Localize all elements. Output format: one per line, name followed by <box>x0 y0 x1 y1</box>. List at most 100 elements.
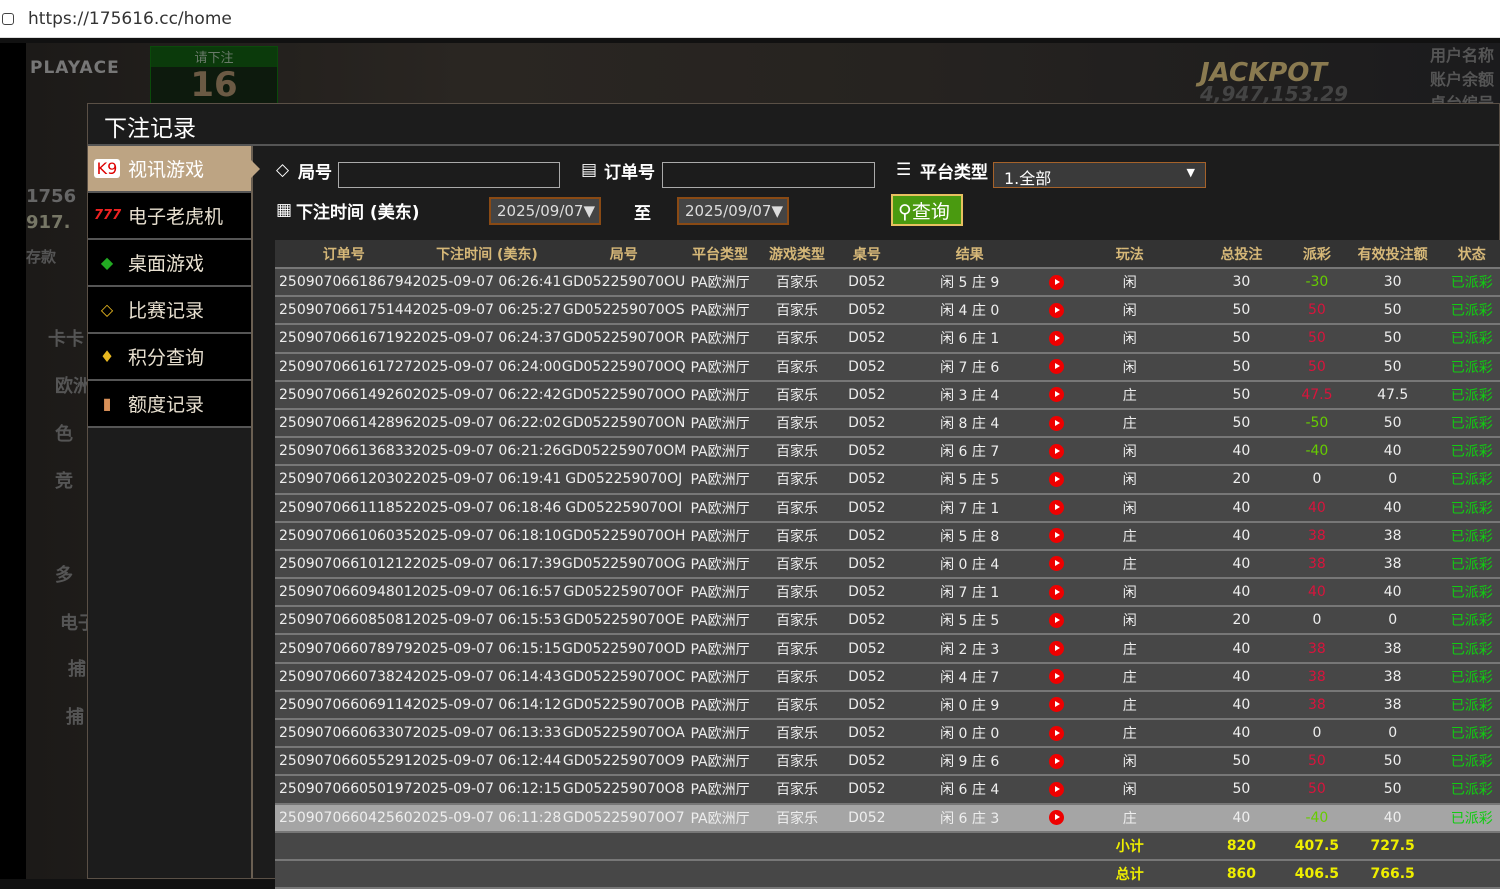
play-video-icon[interactable] <box>1049 415 1065 431</box>
payout-cell: 38 <box>1291 521 1343 551</box>
video-cell[interactable] <box>1045 352 1068 382</box>
date-to-picker[interactable]: 2025/09/07▼ <box>677 197 789 225</box>
video-cell[interactable] <box>1045 549 1068 580</box>
video-cell[interactable] <box>1045 324 1068 354</box>
round-input[interactable] <box>338 162 560 188</box>
play-video-icon[interactable] <box>1049 500 1065 516</box>
total-bet-cell: 40 <box>1191 803 1292 833</box>
bet-type-cell: 闲 <box>1067 437 1192 467</box>
bet-time-cell: 2025-09-07 06:12:44 <box>412 747 562 777</box>
total-bet-cell: 40 <box>1191 634 1292 664</box>
date-from-picker[interactable]: 2025/09/07▼ <box>489 197 601 225</box>
order-input[interactable] <box>662 162 875 188</box>
table-row: 250907066055291 2025-09-07 06:12:44 GD0522… <box>275 747 1500 777</box>
game-type-cell: 百家乐 <box>753 549 841 580</box>
video-cell[interactable] <box>1045 747 1068 777</box>
video-cell[interactable] <box>1045 408 1068 439</box>
play-video-icon[interactable] <box>1049 471 1065 487</box>
table-row: 250907066186794 2025-09-07 06:26:41 GD0522… <box>275 268 1500 298</box>
order-no-cell: 250907066078979 <box>275 634 413 664</box>
table-row: 250907066078979 2025-09-07 06:15:15 GD0522… <box>275 634 1500 664</box>
spacer-cell <box>1442 859 1500 889</box>
result-cell: 闲 8 庄 4 <box>893 408 1046 439</box>
query-button[interactable]: ⚲查询 <box>891 194 963 226</box>
play-video-icon[interactable] <box>1049 359 1065 375</box>
game-type-cell: 百家乐 <box>753 268 841 298</box>
result-cell: 闲 3 庄 4 <box>893 380 1046 410</box>
bg-user-id: 1756 <box>26 186 77 207</box>
platform-cell: PA欧洲厅 <box>686 578 754 608</box>
play-video-icon[interactable] <box>1049 725 1065 741</box>
order-no-cell: 250907066042560 <box>275 803 413 833</box>
video-cell[interactable] <box>1045 380 1068 410</box>
video-cell[interactable] <box>1045 296 1068 326</box>
video-cell[interactable] <box>1045 268 1068 298</box>
play-video-icon[interactable] <box>1049 753 1065 769</box>
video-cell[interactable] <box>1045 690 1068 721</box>
bg-item: 色 <box>55 424 73 445</box>
play-video-icon[interactable] <box>1049 330 1065 346</box>
payout-cell: 38 <box>1291 634 1343 664</box>
video-cell[interactable] <box>1045 437 1068 467</box>
valid-bet-cell: 38 <box>1342 634 1443 664</box>
records-sidebar: K9 视讯游戏 777 电子老虎机 ◆ 桌面游戏 ◇ 比赛记录 ♦ 积分查询 ▮ 额度记录 <box>88 146 260 878</box>
video-cell[interactable] <box>1045 719 1068 749</box>
status-cell: 已派彩 <box>1442 352 1500 382</box>
bet-time-cell: 2025-09-07 06:13:33 <box>412 719 562 749</box>
address-bar[interactable]: https://175616.cc/home <box>0 0 1500 38</box>
status-cell: 已派彩 <box>1442 662 1500 692</box>
play-video-icon[interactable] <box>1049 641 1065 657</box>
valid-bet-cell: 50 <box>1342 747 1443 777</box>
play-video-icon[interactable] <box>1049 810 1065 826</box>
bet-type-cell: 庄 <box>1067 549 1192 580</box>
bet-type-cell: 闲 <box>1067 465 1192 495</box>
play-video-icon[interactable] <box>1049 669 1065 685</box>
sidebar-item-slots[interactable]: 777 电子老虎机 <box>88 193 251 240</box>
site-info-icon[interactable] <box>2 12 14 25</box>
status-cell: 已派彩 <box>1442 437 1500 467</box>
sidebar-item-match-records[interactable]: ◇ 比赛记录 <box>88 287 251 334</box>
play-video-icon[interactable] <box>1049 302 1065 318</box>
result-cell: 闲 0 庄 9 <box>893 690 1046 721</box>
sidebar-item-table-games[interactable]: ◆ 桌面游戏 <box>88 240 251 287</box>
play-video-icon[interactable] <box>1049 612 1065 628</box>
sidebar-item-points[interactable]: ♦ 积分查询 <box>88 334 251 381</box>
order-no-cell: 250907066106035 <box>275 521 413 551</box>
header-status: 状态 <box>1442 240 1500 269</box>
video-cell[interactable] <box>1045 493 1068 523</box>
bg-item: 捕 <box>66 707 84 728</box>
table-no-cell: D052 <box>840 268 894 298</box>
header-bet-time: 下注时间 (美东) <box>412 240 562 269</box>
video-cell[interactable] <box>1045 775 1068 805</box>
video-cell[interactable] <box>1045 578 1068 608</box>
sidebar-item-live-games[interactable]: K9 视讯游戏 <box>88 146 260 193</box>
video-cell[interactable] <box>1045 634 1068 664</box>
bg-balance: 917. <box>26 212 71 233</box>
total-row: 总计 860 406.5 766.5 <box>275 859 1500 889</box>
platform-select[interactable]: 1.全部 ▼ <box>993 162 1206 188</box>
table-no-cell: D052 <box>840 690 894 721</box>
play-video-icon[interactable] <box>1049 387 1065 403</box>
valid-bet-cell: 40 <box>1342 437 1443 467</box>
platform-cell: PA欧洲厅 <box>686 352 754 382</box>
play-video-icon[interactable] <box>1049 443 1065 459</box>
bet-type-cell: 闲 <box>1067 578 1192 608</box>
play-video-icon[interactable] <box>1049 274 1065 290</box>
play-video-icon[interactable] <box>1049 528 1065 544</box>
sidebar-item-credit-records[interactable]: ▮ 额度记录 <box>88 381 251 428</box>
total-bet-cell: 40 <box>1191 437 1292 467</box>
play-video-icon[interactable] <box>1049 781 1065 797</box>
bet-time-cell: 2025-09-07 06:15:53 <box>412 606 562 636</box>
url-text[interactable]: https://175616.cc/home <box>28 8 232 29</box>
round-no-cell: GD052259070OO <box>561 380 687 410</box>
video-cell[interactable] <box>1045 803 1068 833</box>
play-video-icon[interactable] <box>1049 697 1065 713</box>
order-no-cell: 250907066149260 <box>275 380 413 410</box>
play-video-icon[interactable] <box>1049 584 1065 600</box>
video-cell[interactable] <box>1045 521 1068 551</box>
video-cell[interactable] <box>1045 662 1068 692</box>
video-cell[interactable] <box>1045 465 1068 495</box>
video-cell[interactable] <box>1045 606 1068 636</box>
result-cell: 闲 6 庄 4 <box>893 775 1046 805</box>
play-video-icon[interactable] <box>1049 556 1065 572</box>
